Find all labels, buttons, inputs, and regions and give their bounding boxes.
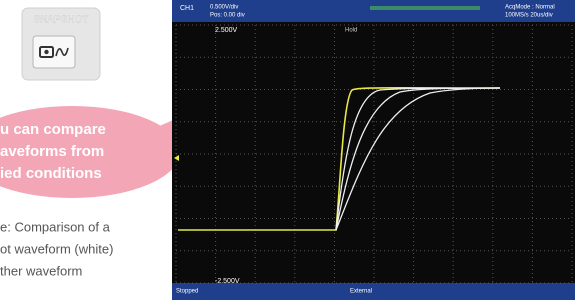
bubble-text: aveforms from [0,143,104,160]
scope-label: 2.500V [215,27,238,34]
scope-label: 100MS/s 20us/div [505,13,553,19]
button-caption: SNAPSHOT [33,15,88,26]
scope-label: AcqMode : Normal [505,5,555,11]
caption-text: ot waveform (white) [0,241,113,256]
scope-screen [172,0,575,300]
scope-label: Hold [345,28,357,34]
scope-channel: CH1 [180,5,194,12]
caption-text: e: Comparison of a [0,219,111,234]
page: SNAPSHOT u can compare aveforms from ied… [0,0,575,300]
scope-label: 0.500V/div [210,5,238,11]
bubble-text: ied conditions [0,165,102,182]
scope-label: Pos: 0.00 div [210,13,245,19]
caption-text: ther waveform [0,263,82,278]
scope-label: -2.500V [215,278,240,285]
scope-status: Stopped [176,289,198,295]
scope-label: External [350,289,372,295]
figure: SNAPSHOT u can compare aveforms from ied… [0,0,575,300]
bubble-text: u can compare [0,121,106,138]
